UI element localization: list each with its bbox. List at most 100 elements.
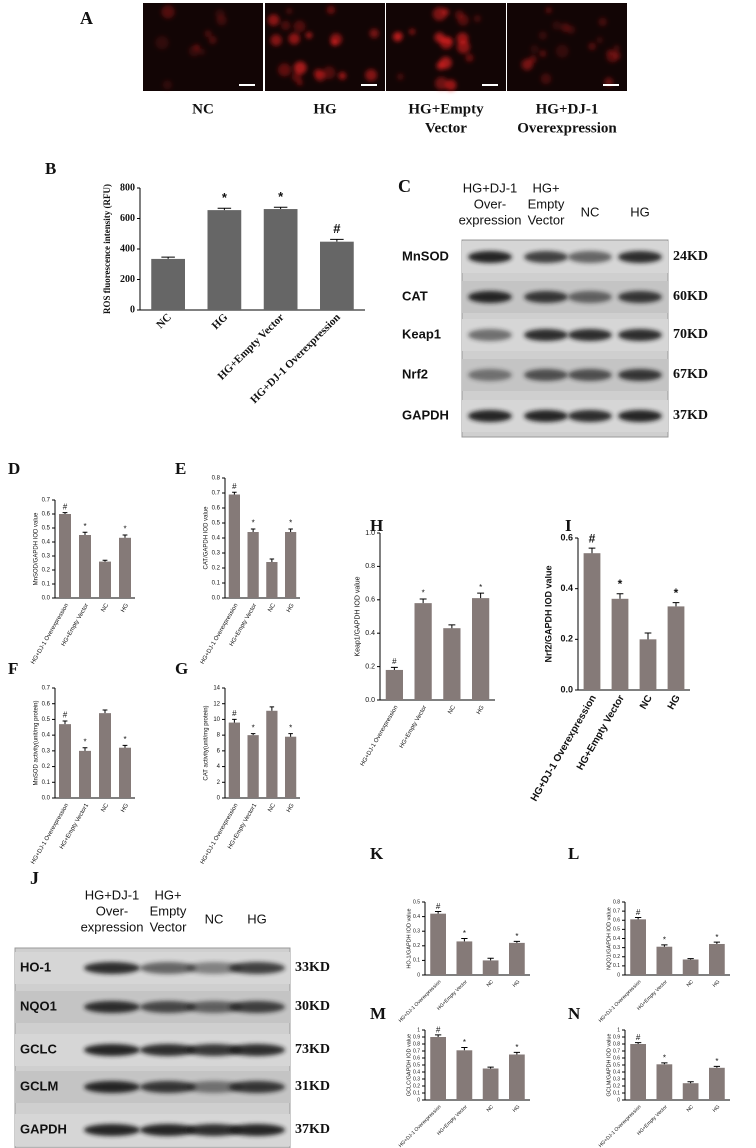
protein-label: MnSOD	[402, 248, 449, 263]
y-tick-label: 1.0	[365, 530, 375, 537]
y-tick-label: 6	[217, 748, 221, 754]
bar	[509, 1054, 525, 1100]
bar	[285, 736, 297, 798]
y-tick-label: 0.2	[613, 954, 620, 960]
lane-label: Over-	[474, 196, 507, 211]
bar	[385, 669, 403, 700]
significance-marker: #	[636, 908, 641, 917]
band	[186, 1081, 242, 1093]
x-tick-label: NC	[686, 979, 696, 989]
error-bar	[461, 1047, 468, 1051]
error-bar	[273, 206, 288, 210]
y-tick-label: 0.4	[212, 536, 221, 542]
panel-letter: M	[370, 1004, 386, 1023]
panel-letter: I	[565, 516, 572, 535]
cell	[457, 14, 469, 26]
lane-label: Empty	[150, 903, 187, 918]
y-tick-label: 0.6	[613, 1055, 620, 1061]
bar	[456, 941, 473, 975]
significance-marker: #	[436, 902, 441, 911]
bar	[320, 241, 354, 310]
significance-marker: *	[422, 589, 425, 598]
y-tick-label: 0.2	[413, 943, 420, 949]
protein-label: GCLC	[20, 1041, 57, 1056]
y-tick-label: 0	[417, 1097, 420, 1103]
x-tick-label: HG	[210, 311, 231, 332]
significance-marker: #	[333, 221, 341, 236]
band	[229, 962, 285, 974]
cell	[588, 42, 597, 51]
bar	[472, 598, 490, 700]
significance-marker: *	[289, 519, 292, 528]
condition-label: HG+DJ-1	[536, 101, 599, 117]
y-axis-label: NQO1/GAPDH IOD value	[606, 907, 612, 970]
y-axis-label: Nrf2/GAPDH IOD value	[544, 565, 554, 662]
cell	[456, 32, 469, 45]
bar	[682, 959, 699, 975]
cell	[596, 36, 604, 44]
significance-marker: *	[663, 1054, 666, 1063]
band	[229, 1124, 285, 1136]
error-bar	[330, 238, 344, 242]
x-tick-label: HG+DJ-1 Overexpression	[360, 705, 400, 768]
band	[618, 410, 662, 422]
error-bar	[513, 1051, 521, 1055]
y-axis-label: CAT activity(unit/mg protein)	[203, 705, 209, 780]
significance-marker: *	[515, 1043, 518, 1052]
y-tick-label: 1	[617, 1027, 620, 1033]
y-axis-label: HO-1/GAPDH IOD value	[406, 908, 412, 968]
y-tick-label: 0	[617, 972, 620, 978]
significance-marker: *	[618, 577, 623, 591]
band	[618, 369, 662, 381]
protein-label: NQO1	[20, 998, 57, 1013]
significance-marker: *	[289, 723, 292, 732]
y-axis-label: ROS fluorescence intensity (RFU)	[102, 184, 112, 314]
bar	[611, 598, 629, 690]
y-axis-label: GCLC/GAPDH IOD value	[406, 1034, 412, 1096]
y-tick-label: 0.6	[212, 506, 221, 512]
lane-label: HG	[630, 204, 650, 219]
y-tick-label: 0.8	[613, 899, 620, 905]
band	[186, 1124, 242, 1136]
cell	[296, 79, 303, 86]
x-tick-label: HG	[286, 803, 296, 814]
bar	[79, 535, 91, 598]
band	[229, 1081, 285, 1093]
y-tick-label: 0.5	[413, 1062, 420, 1068]
error-bar	[672, 602, 680, 607]
band	[568, 329, 612, 341]
lane-label: HG+	[154, 887, 181, 902]
x-tick-label: NC	[686, 1104, 696, 1114]
cell	[216, 15, 227, 26]
y-tick-label: 0.2	[212, 566, 221, 572]
bar	[482, 960, 499, 975]
y-axis-label: GCLM/GAPDH IOD value	[606, 1034, 612, 1097]
panel-letter: L	[568, 844, 579, 863]
y-tick-label: 0.1	[42, 780, 51, 786]
bar	[266, 562, 278, 598]
bar	[247, 532, 259, 598]
condition-label: HG+Empty	[408, 101, 484, 117]
y-tick-label: 0.7	[212, 491, 221, 497]
y-tick-label: 0.2	[413, 1083, 420, 1089]
cell	[162, 80, 173, 90]
cell	[208, 35, 217, 45]
y-tick-label: 0.3	[613, 1076, 620, 1082]
bar	[667, 606, 685, 690]
y-tick-label: 0.2	[42, 764, 51, 770]
panel-letter: C	[398, 176, 411, 196]
y-tick-label: 0.5	[613, 1062, 620, 1068]
error-bar	[487, 1066, 494, 1069]
bar	[119, 537, 131, 598]
x-tick-label: HG	[120, 603, 130, 614]
lane-label: NC	[581, 204, 600, 219]
cell	[439, 36, 453, 50]
y-tick-label: 200	[120, 274, 135, 285]
bar	[509, 942, 525, 975]
cell	[293, 20, 306, 33]
significance-marker: *	[663, 935, 666, 944]
cell	[369, 28, 379, 39]
bar	[456, 1050, 473, 1100]
lane-label: Vector	[150, 919, 188, 934]
y-tick-label: 0.1	[42, 582, 51, 588]
